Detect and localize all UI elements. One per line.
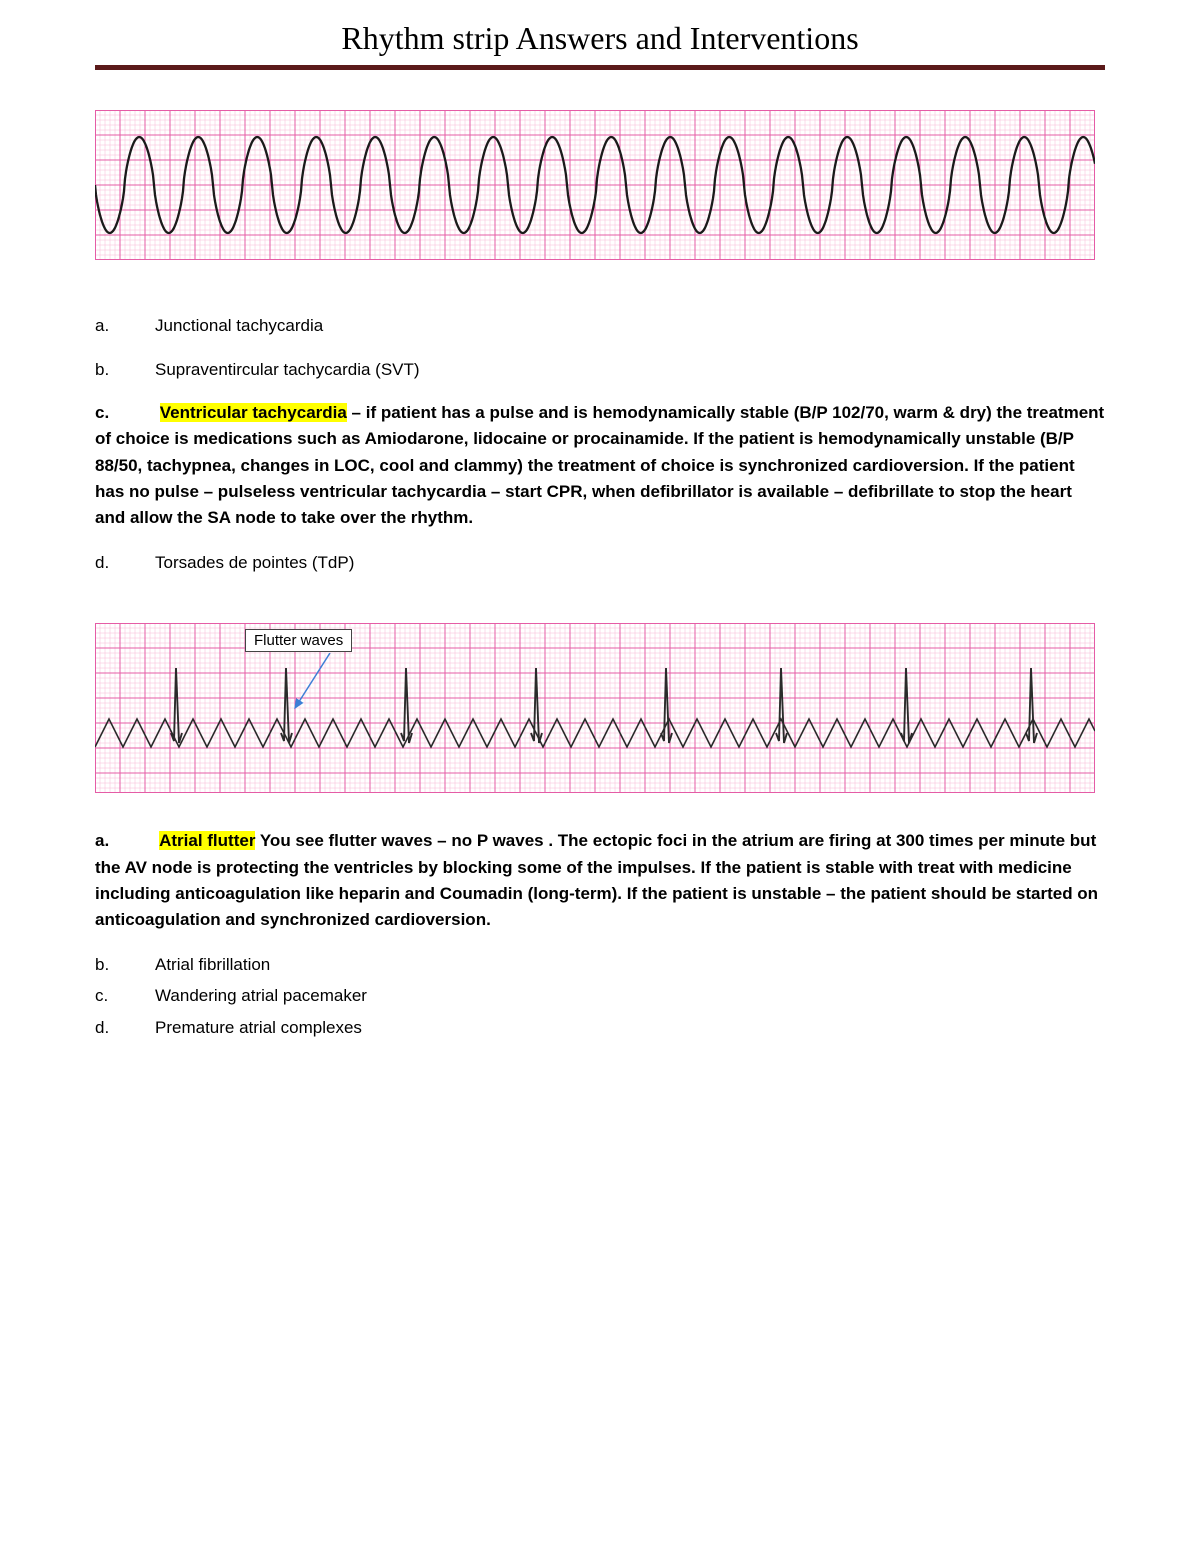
q2-option-b: b. Atrial fibrillation xyxy=(95,952,1105,978)
q2-option-a: a. Atrial flutter You see flutter waves … xyxy=(95,828,1105,933)
option-letter: b. xyxy=(95,357,155,383)
document-page: Rhythm strip Answers and Interventions a… xyxy=(0,0,1200,1106)
q1-option-a: a. Junctional tachycardia xyxy=(95,313,1105,339)
ecg-vt-container xyxy=(95,110,1105,265)
highlighted-answer: Ventricular tachycardia xyxy=(160,403,347,422)
option-letter: b. xyxy=(95,952,155,978)
q2-option-c: c. Wandering atrial pacemaker xyxy=(95,983,1105,1009)
highlighted-answer: Atrial flutter xyxy=(159,831,255,850)
ecg-vt-strip xyxy=(95,110,1095,260)
option-text: Wandering atrial pacemaker xyxy=(155,983,1105,1009)
ecg-aflutter-container: Flutter waves xyxy=(95,623,1105,798)
option-text: Torsades de pointes (TdP) xyxy=(155,550,1105,576)
option-text: Supraventircular tachycardia (SVT) xyxy=(155,357,1105,383)
option-letter: d. xyxy=(95,1015,155,1041)
option-letter: c. xyxy=(95,400,155,426)
option-text: Premature atrial complexes xyxy=(155,1015,1105,1041)
option-text: Atrial fibrillation xyxy=(155,952,1105,978)
q1-option-c: c. Ventricular tachycardia – if patient … xyxy=(95,400,1105,532)
option-letter: a. xyxy=(95,828,155,854)
flutter-callout: Flutter waves xyxy=(245,629,352,652)
option-letter: c. xyxy=(95,983,155,1009)
q1-option-b: b. Supraventircular tachycardia (SVT) xyxy=(95,357,1105,383)
option-letter: a. xyxy=(95,313,155,339)
page-title: Rhythm strip Answers and Interventions xyxy=(95,20,1105,57)
title-rule xyxy=(95,65,1105,70)
option-text: Junctional tachycardia xyxy=(155,313,1105,339)
q1-option-d: d. Torsades de pointes (TdP) xyxy=(95,550,1105,576)
q2-option-d: d. Premature atrial complexes xyxy=(95,1015,1105,1041)
option-letter: d. xyxy=(95,550,155,576)
